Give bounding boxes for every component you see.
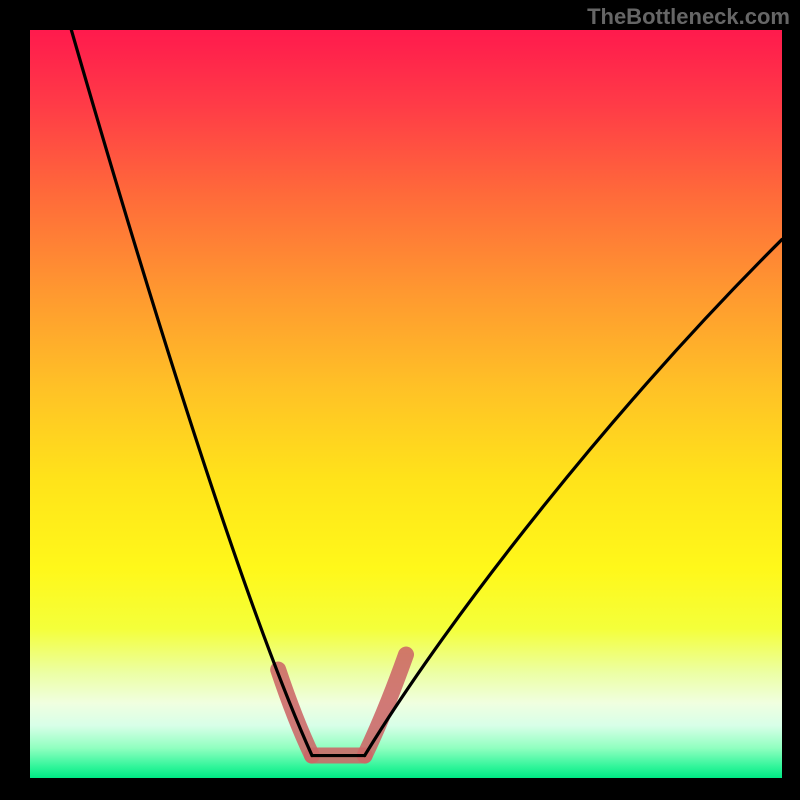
bottleneck-chart: [0, 0, 800, 800]
chart-container: TheBottleneck.com: [0, 0, 800, 800]
watermark-text: TheBottleneck.com: [587, 4, 790, 30]
